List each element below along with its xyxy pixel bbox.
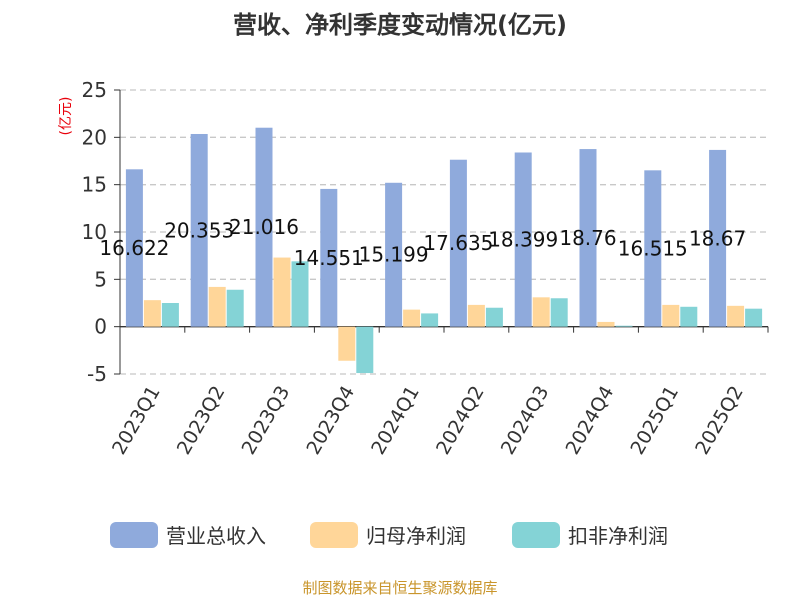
legend-swatch bbox=[512, 522, 560, 548]
bar-2 bbox=[403, 309, 421, 327]
bar-1 bbox=[514, 152, 532, 327]
bar-1 bbox=[449, 159, 467, 327]
data-label: 18.67 bbox=[689, 226, 746, 250]
y-tick-label: 20 bbox=[82, 125, 107, 149]
bar-1 bbox=[125, 169, 143, 327]
y-tick-label: 10 bbox=[82, 220, 107, 244]
bar-2 bbox=[467, 304, 485, 327]
x-tick-label: 2024Q1 bbox=[367, 382, 424, 458]
bar-1 bbox=[385, 182, 403, 327]
legend: 营业总收入 归母净利润 扣非净利润 bbox=[110, 522, 668, 548]
data-label: 14.551 bbox=[294, 246, 364, 270]
chart-title: 营收、净利季度变动情况(亿元) bbox=[233, 11, 567, 39]
data-label: 17.635 bbox=[423, 231, 493, 255]
bar-3 bbox=[550, 298, 568, 327]
bar-1 bbox=[644, 170, 662, 327]
data-label: 18.399 bbox=[488, 228, 558, 252]
y-tick-label: 0 bbox=[94, 315, 107, 339]
bar-3 bbox=[161, 303, 179, 327]
legend-swatch bbox=[110, 522, 158, 548]
bar-2 bbox=[597, 321, 615, 327]
x-tick-label: 2025Q1 bbox=[626, 382, 683, 458]
x-tick-label: 2023Q1 bbox=[108, 382, 165, 458]
bar-3 bbox=[226, 289, 244, 327]
source-note: 制图数据来自恒生聚源数据库 bbox=[302, 579, 497, 597]
x-tick-label: 2023Q4 bbox=[302, 382, 359, 458]
bar-3 bbox=[291, 261, 309, 327]
data-label: 21.016 bbox=[229, 215, 299, 239]
y-tick-label: 25 bbox=[82, 78, 107, 102]
x-tick-label: 2024Q2 bbox=[432, 382, 489, 458]
legend-label: 归母净利润 bbox=[366, 524, 466, 548]
bar-1 bbox=[255, 127, 273, 327]
data-label: 15.199 bbox=[359, 243, 429, 267]
y-tick-label: -5 bbox=[87, 362, 107, 386]
bar-2 bbox=[338, 326, 356, 361]
bars bbox=[125, 127, 763, 374]
x-tick-label: 2024Q4 bbox=[562, 382, 619, 458]
x-tick-label: 2025Q2 bbox=[691, 382, 748, 458]
y-tick-label: 5 bbox=[94, 267, 107, 291]
y-tick-labels: -5 0 5 10 15 20 25 bbox=[82, 78, 107, 386]
bar-2 bbox=[727, 305, 745, 327]
bar-3 bbox=[485, 307, 503, 327]
data-label: 16.622 bbox=[99, 236, 169, 260]
bar-2 bbox=[273, 257, 291, 327]
data-label: 16.515 bbox=[618, 236, 688, 260]
bar-1 bbox=[709, 149, 727, 327]
bar-2 bbox=[143, 300, 161, 327]
bar-3 bbox=[421, 313, 439, 327]
x-tick-label: 2023Q3 bbox=[238, 382, 295, 458]
bar-3 bbox=[615, 325, 633, 327]
data-label: 18.76 bbox=[559, 226, 616, 250]
bar-2 bbox=[662, 304, 680, 327]
legend-label: 扣非净利润 bbox=[568, 524, 668, 548]
x-tick-label: 2023Q2 bbox=[173, 382, 230, 458]
data-label: 20.353 bbox=[164, 218, 234, 242]
bar-1 bbox=[320, 188, 338, 327]
y-tick-label: 15 bbox=[82, 173, 107, 197]
x-tick-labels: 2023Q1 2023Q2 2023Q3 2023Q4 2024Q1 2024Q2 2024… bbox=[108, 382, 748, 458]
bar-2 bbox=[208, 286, 226, 327]
bar-3 bbox=[745, 308, 763, 327]
bar-3 bbox=[356, 326, 374, 374]
x-tick-label: 2024Q3 bbox=[497, 382, 554, 458]
bar-1 bbox=[579, 149, 597, 327]
bar-2 bbox=[532, 297, 550, 327]
legend-swatch bbox=[310, 522, 358, 548]
bar-3 bbox=[680, 306, 698, 327]
y-axis-label: (亿元) bbox=[58, 97, 74, 136]
legend-label: 营业总收入 bbox=[166, 524, 266, 548]
bar-1 bbox=[190, 133, 208, 327]
